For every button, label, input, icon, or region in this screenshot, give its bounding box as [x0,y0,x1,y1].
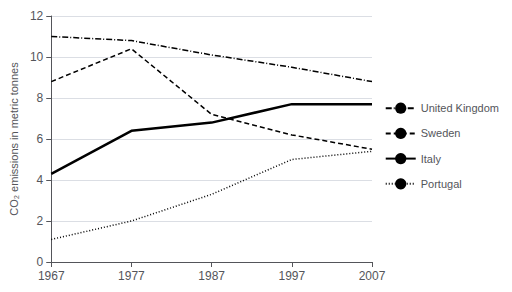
svg-text:0: 0 [37,255,44,269]
svg-text:Sweden: Sweden [421,127,461,139]
svg-text:CO₂ emissions in metric tonnes: CO₂ emissions in metric tonnes [8,62,20,216]
svg-text:United Kingdom: United Kingdom [421,102,499,114]
svg-text:Italy: Italy [421,153,442,165]
svg-text:Portugal: Portugal [421,178,462,190]
svg-text:1987: 1987 [198,269,225,283]
svg-text:1967: 1967 [38,269,65,283]
svg-text:12: 12 [30,9,44,23]
svg-text:2: 2 [37,214,44,228]
svg-text:10: 10 [30,50,44,64]
svg-text:1997: 1997 [278,269,305,283]
svg-text:8: 8 [37,91,44,105]
svg-text:2007: 2007 [359,269,386,283]
svg-text:1977: 1977 [118,269,145,283]
svg-text:4: 4 [37,173,44,187]
svg-text:6: 6 [37,132,44,146]
